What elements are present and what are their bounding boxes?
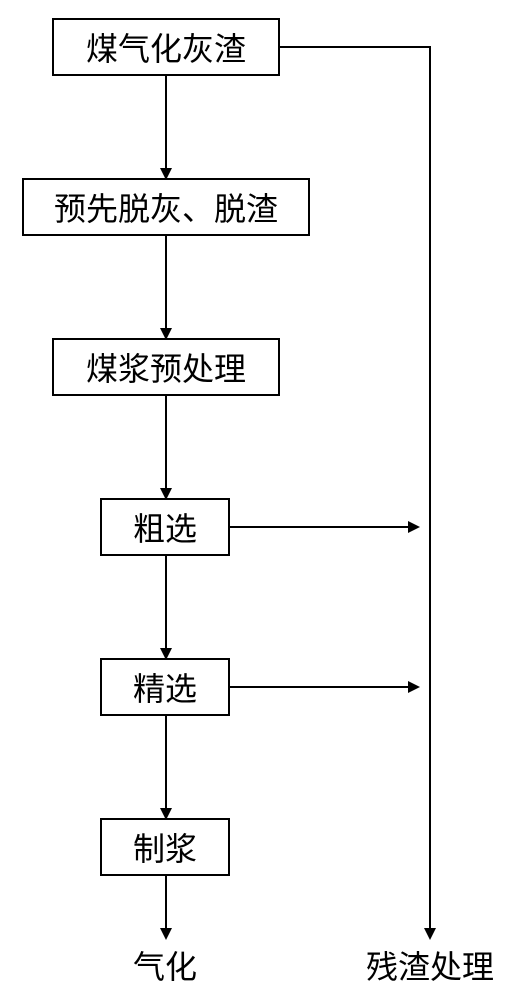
node-pulping: 制浆 xyxy=(100,818,230,876)
node-slurry-pretreatment: 煤浆预处理 xyxy=(52,338,280,396)
node-label: 预先脱灰、脱渣 xyxy=(54,184,278,230)
terminal-gasification: 气化 xyxy=(100,940,230,990)
node-label: 制浆 xyxy=(133,824,197,870)
node-label: 煤浆预处理 xyxy=(86,344,246,390)
node-fine-selection: 精选 xyxy=(100,658,230,716)
flowchart-arrows xyxy=(0,0,532,1000)
node-label: 煤气化灰渣 xyxy=(86,24,246,70)
node-label: 精选 xyxy=(133,664,197,710)
terminal-residue-treatment: 残渣处理 xyxy=(340,940,520,990)
terminal-label: 残渣处理 xyxy=(366,942,494,988)
node-pre-deashing-deslagging: 预先脱灰、脱渣 xyxy=(22,178,310,236)
node-coal-gasification-slag: 煤气化灰渣 xyxy=(52,18,280,76)
node-rough-selection: 粗选 xyxy=(100,498,230,556)
terminal-label: 气化 xyxy=(133,942,197,988)
node-label: 粗选 xyxy=(133,504,197,550)
